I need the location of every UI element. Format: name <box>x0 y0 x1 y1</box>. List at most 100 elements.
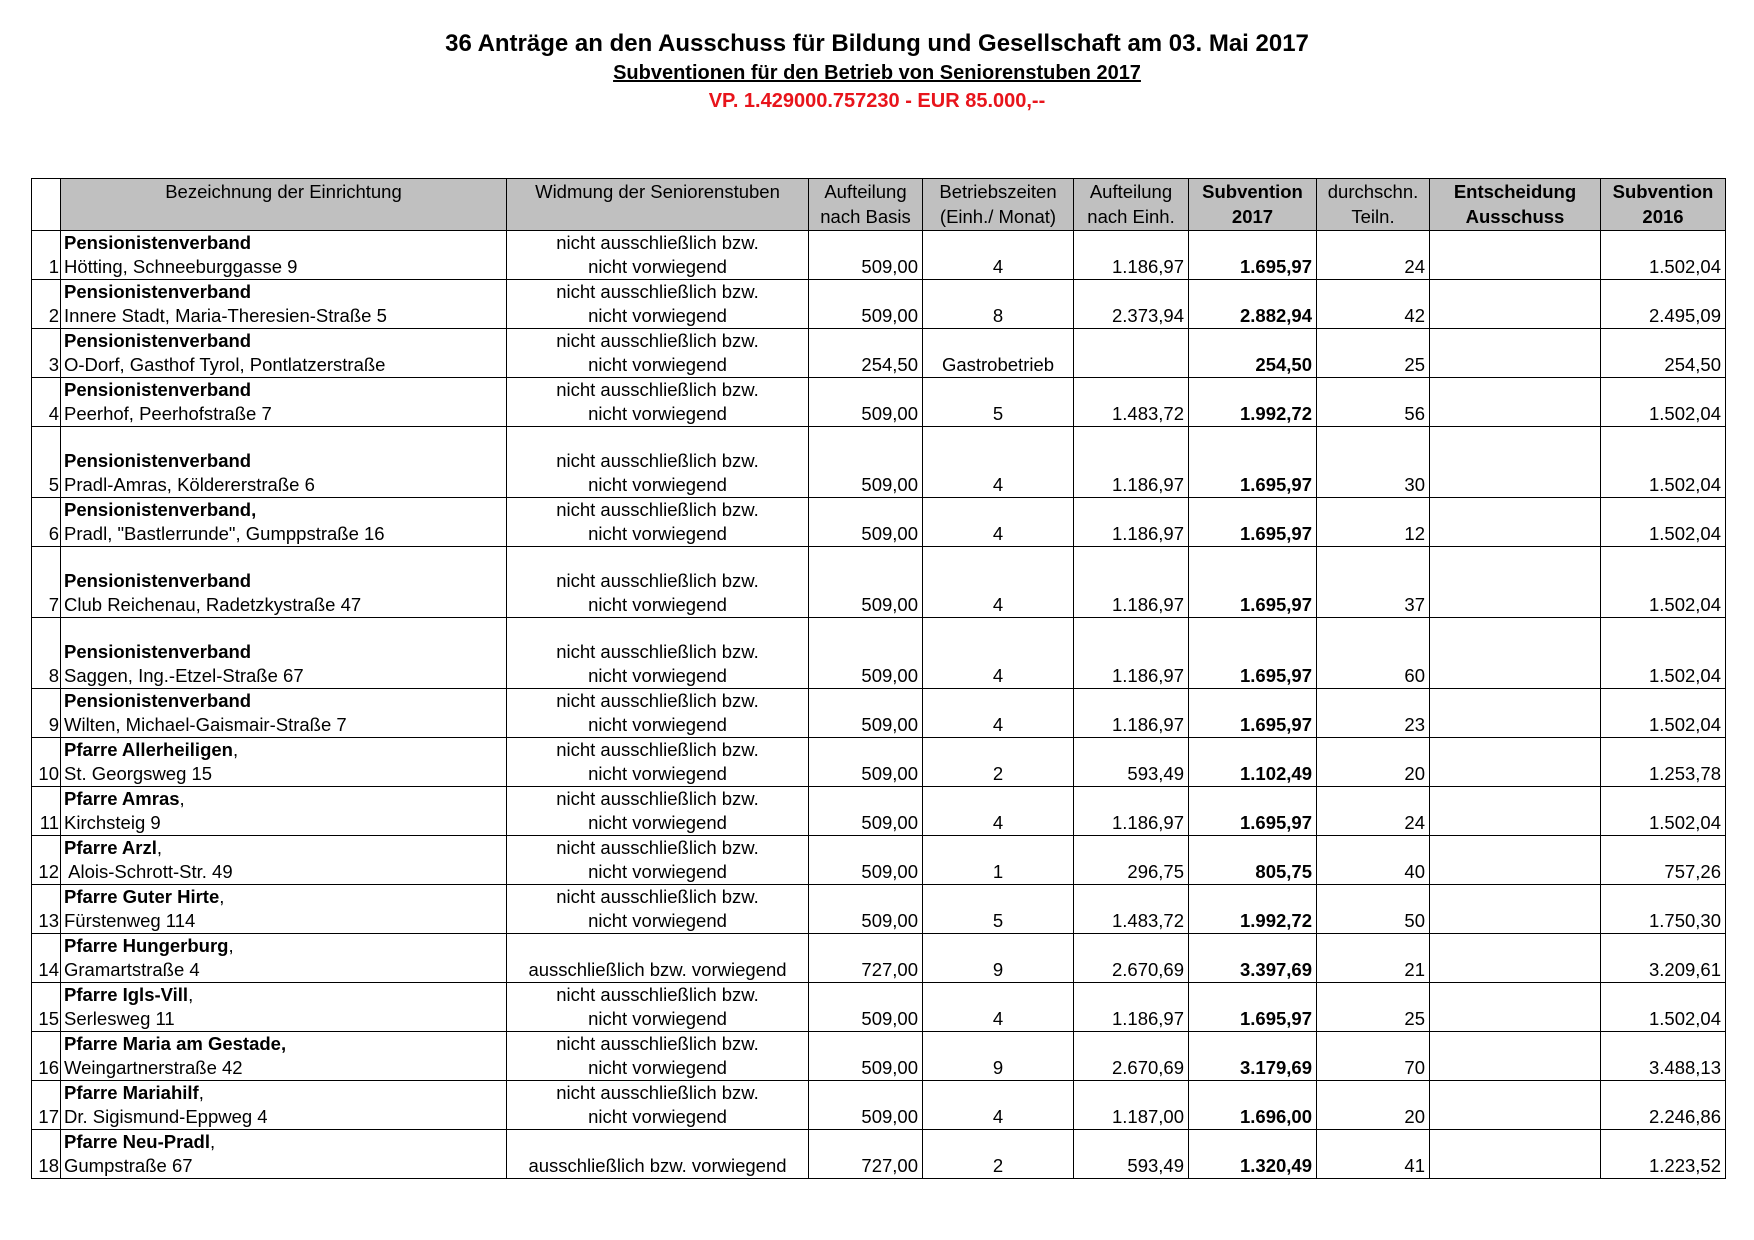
value: 1.186,97 <box>1111 812 1184 833</box>
row-number-text: 11 <box>39 812 59 833</box>
dedication-line-1: nicht ausschließlich bzw. <box>556 570 759 591</box>
allocation-basis: 509,00 <box>808 1080 923 1130</box>
facility-address: Pradl, "Bastlerrunde", Gumppstraße 16 <box>64 523 385 544</box>
facility-title: Pensionistenverband <box>64 690 502 714</box>
row-number-text: 1 <box>48 256 59 277</box>
value: 8 <box>992 305 1004 326</box>
allocation-units: 1.186,97 <box>1073 230 1189 280</box>
avg-participants: 21 <box>1316 933 1430 983</box>
dedication: nicht ausschließlich bzw. nicht vorwiegen… <box>506 786 809 836</box>
dedication: nicht ausschließlich bzw. nicht vorwiegen… <box>506 377 809 427</box>
subsidy-2016: 1.253,78 <box>1600 737 1726 787</box>
dedication-line-2: nicht vorwiegend <box>588 1008 727 1029</box>
subsidy-2016: 1.750,30 <box>1600 884 1726 934</box>
facility-title: Pensionistenverband <box>64 232 502 256</box>
value: 2.373,94 <box>1111 305 1184 326</box>
facility-address: Kirchsteig 9 <box>64 812 161 833</box>
dedication-line-2: nicht vorwiegend <box>588 763 727 784</box>
value: 2.246,86 <box>1648 1106 1721 1127</box>
value: 4 <box>992 1106 1004 1127</box>
document-subtitle: Subventionen für den Betrieb von Seniore… <box>613 62 1141 84</box>
value: 1.695,97 <box>1239 594 1312 615</box>
value: 1.186,97 <box>1111 523 1184 544</box>
committee-decision <box>1429 688 1601 738</box>
facility-org: Pensionistenverband <box>64 641 252 662</box>
allocation-units <box>1073 328 1189 378</box>
value: 509,00 <box>861 1008 918 1029</box>
row-number-text: 2 <box>48 305 59 326</box>
value: 4 <box>992 256 1004 277</box>
committee-decision <box>1429 835 1601 885</box>
facility-name: Pfarre Allerheiligen, St. Georgsweg 15 <box>60 737 507 787</box>
row-number: 9 <box>31 688 61 738</box>
value: 2 <box>992 763 1004 784</box>
value: 3.179,69 <box>1239 1057 1312 1078</box>
facility-address: Gumpstraße 67 <box>64 1155 193 1176</box>
facility-org-suffix: , <box>179 788 185 809</box>
dedication: nicht ausschließlich bzw. nicht vorwiegen… <box>506 688 809 738</box>
facility-name: Pensionistenverband Club Reichenau, Radet… <box>60 546 507 618</box>
table-row: 17 Pfarre Mariahilf, Dr. Sigismund-Eppweg … <box>31 1080 1726 1130</box>
allocation-basis: 509,00 <box>808 377 923 427</box>
committee-decision <box>1429 786 1601 836</box>
facility-address: Alois-Schrott-Str. 49 <box>64 861 233 882</box>
column-header-widmung: Widmung der Seniorenstuben <box>506 178 809 231</box>
allocation-basis: 509,00 <box>808 617 923 689</box>
subsidy-2017: 3.179,69 <box>1188 1031 1317 1081</box>
dedication-line-2: nicht vorwiegend <box>588 1106 727 1127</box>
facility-org: Pensionistenverband <box>64 281 252 302</box>
column-header-teilnehmer: durchschn. Teiln. <box>1316 178 1430 231</box>
table-row: 4 Pensionistenverband Peerhof, Peerhofstra… <box>31 377 1726 427</box>
subsidy-2016: 3.209,61 <box>1600 933 1726 983</box>
value: 1.695,97 <box>1239 1008 1312 1029</box>
value: 1.695,97 <box>1239 474 1312 495</box>
avg-participants: 42 <box>1316 279 1430 329</box>
dedication-line-2: nicht vorwiegend <box>588 474 727 495</box>
facility-org: Pensionistenverband, <box>64 499 257 520</box>
value: 40 <box>1404 861 1425 882</box>
dedication: ausschließlich bzw. vorwiegend <box>506 1129 809 1179</box>
column-header-entscheidung: Entscheidung Ausschuss <box>1429 178 1601 231</box>
subsidy-2016: 757,26 <box>1600 835 1726 885</box>
allocation-units: 1.483,72 <box>1073 377 1189 427</box>
committee-decision <box>1429 546 1601 618</box>
value: 1.695,97 <box>1239 812 1312 833</box>
subsidy-2016: 254,50 <box>1600 328 1726 378</box>
committee-decision <box>1429 737 1601 787</box>
dedication-line-2: ausschließlich bzw. vorwiegend <box>528 1155 787 1176</box>
avg-participants: 24 <box>1316 230 1430 280</box>
facility-org-suffix: , <box>198 1082 204 1103</box>
value: 1.186,97 <box>1111 594 1184 615</box>
value: 757,26 <box>1664 861 1721 882</box>
facility-org: Pensionistenverband <box>64 570 252 591</box>
operating-times: 4 <box>922 786 1074 836</box>
subsidy-2017: 1.696,00 <box>1188 1080 1317 1130</box>
facility-address: Peerhof, Peerhofstraße 7 <box>64 403 272 424</box>
operating-times: 4 <box>922 426 1074 498</box>
facility-address: Fürstenweg 114 <box>64 910 196 931</box>
facility-name: Pensionistenverband Peerhof, Peerhofstraß… <box>60 377 507 427</box>
facility-title: Pfarre Neu-Pradl, <box>64 1131 502 1155</box>
row-number-text: 17 <box>38 1106 59 1127</box>
value: 509,00 <box>861 594 918 615</box>
avg-participants: 20 <box>1316 1080 1430 1130</box>
dedication-line-2: nicht vorwiegend <box>588 861 727 882</box>
facility-org: Pfarre Mariahilf <box>64 1082 199 1103</box>
dedication-line-1 <box>511 1131 804 1155</box>
value: 1.223,52 <box>1648 1155 1721 1176</box>
facility-title: Pensionistenverband <box>64 569 502 593</box>
value: 21 <box>1404 959 1425 980</box>
dedication-line-2: nicht vorwiegend <box>588 910 727 931</box>
column-header-line: Bezeichnung der Einrichtung <box>165 181 402 202</box>
subsidy-2016: 1.223,52 <box>1600 1129 1726 1179</box>
allocation-basis: 509,00 <box>808 884 923 934</box>
row-number: 17 <box>31 1080 61 1130</box>
value: 1.102,49 <box>1239 763 1312 784</box>
subsidy-2016: 1.502,04 <box>1600 786 1726 836</box>
value: 1.695,97 <box>1239 665 1312 686</box>
dedication-line-2: nicht vorwiegend <box>588 403 727 424</box>
operating-times: 5 <box>922 377 1074 427</box>
column-header-line: (Einh./ Monat) <box>939 206 1057 227</box>
row-number: 14 <box>31 933 61 983</box>
value: 56 <box>1404 403 1425 424</box>
